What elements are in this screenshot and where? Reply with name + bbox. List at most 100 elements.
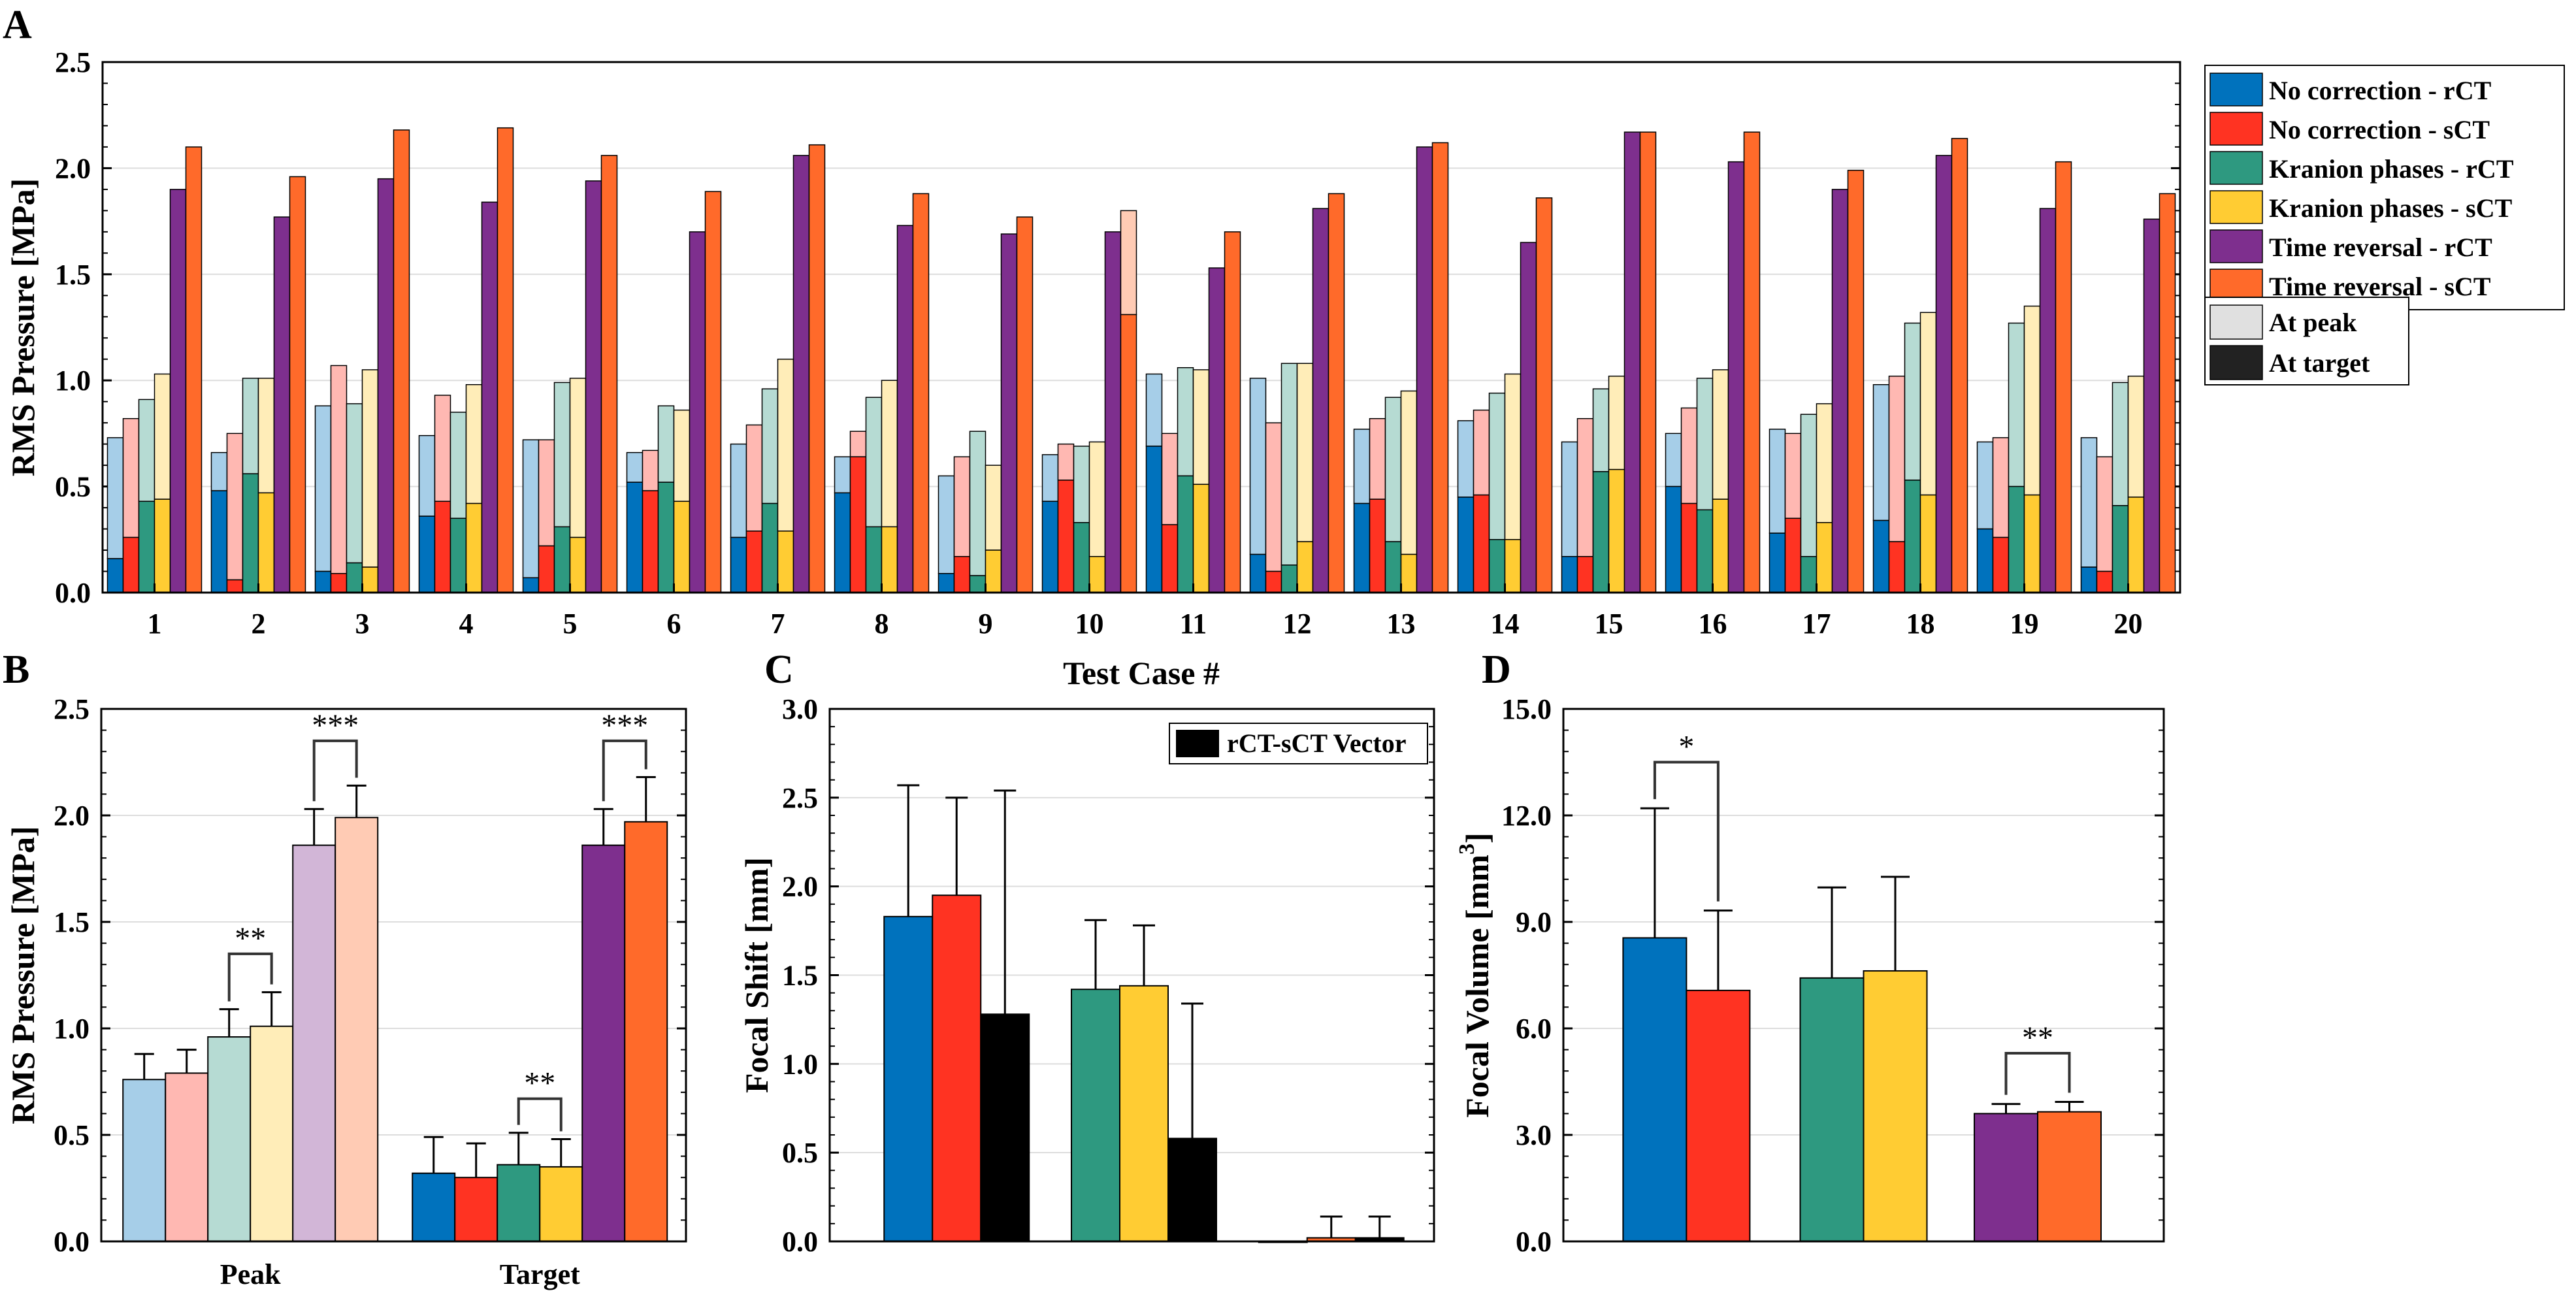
bar-target bbox=[1431, 142, 1449, 593]
bar-peak bbox=[257, 378, 275, 494]
bar-peak bbox=[761, 388, 779, 504]
bar-peak bbox=[210, 451, 228, 491]
bar-target bbox=[522, 577, 540, 593]
bar-peak bbox=[1145, 373, 1163, 447]
legend-swatch bbox=[2209, 73, 2263, 106]
x-tick-label: 5 bbox=[563, 608, 578, 640]
y-tick-label: 0.0 bbox=[782, 1226, 818, 1258]
bar-target bbox=[393, 129, 410, 593]
bar-target bbox=[600, 155, 618, 593]
bar-target bbox=[673, 500, 691, 593]
x-axis-label: Test Case # bbox=[1063, 655, 1220, 691]
x-tick-label: 17 bbox=[1802, 608, 1831, 640]
x-tick-label: 9 bbox=[979, 608, 993, 640]
significance-bracket bbox=[1653, 761, 1720, 902]
bar-target bbox=[273, 216, 291, 593]
panel-label: A bbox=[3, 3, 32, 47]
bar bbox=[207, 1036, 252, 1243]
x-tick-label: Target bbox=[500, 1258, 580, 1290]
bar-target bbox=[745, 531, 763, 593]
significance-label: ** bbox=[235, 921, 266, 956]
panel-c: C 0.0 0.5 1.0 1.5 2.0 2.5 3.0 rCT-sCT Vector Foca… bbox=[738, 647, 1435, 1258]
bar-peak bbox=[1073, 446, 1090, 523]
bar-peak bbox=[1680, 407, 1698, 504]
y-tick-label: 3.0 bbox=[1516, 1119, 1552, 1151]
bar-target bbox=[1520, 242, 1537, 593]
bar-target bbox=[626, 482, 644, 593]
bar-peak bbox=[314, 405, 332, 572]
bar-target bbox=[777, 531, 794, 593]
bar-target bbox=[642, 490, 659, 593]
bar-target bbox=[1416, 146, 1433, 593]
y-axis-label-text: RMS Pressure [MPa] bbox=[5, 826, 41, 1124]
bar-peak bbox=[1919, 312, 1937, 496]
legend-label: Time reversal - sCT bbox=[2269, 272, 2491, 301]
y-axis-label: RMS Pressure [MPa] bbox=[5, 178, 41, 476]
legend-label: Kranion phases - sCT bbox=[2269, 193, 2513, 223]
bar-target bbox=[985, 549, 1002, 593]
significance-bracket bbox=[227, 952, 273, 1002]
y-tick-label: 2.5 bbox=[782, 782, 818, 814]
bar-peak bbox=[154, 373, 171, 500]
y-axis-label-end: ] bbox=[1459, 832, 1495, 843]
y-tick-label: 0.0 bbox=[55, 577, 91, 609]
bar-target bbox=[1727, 161, 1745, 593]
bar-peak bbox=[1120, 210, 1137, 316]
legend-swatch bbox=[1176, 730, 1219, 757]
bar-target bbox=[849, 456, 867, 593]
bar-target bbox=[1057, 480, 1075, 593]
bar-peak bbox=[1457, 420, 1475, 498]
bar-peak bbox=[953, 456, 971, 557]
bar-peak bbox=[106, 437, 124, 559]
bar bbox=[883, 915, 934, 1242]
bar-peak bbox=[522, 439, 540, 579]
bar-peak bbox=[1473, 409, 1490, 496]
bar-target bbox=[1041, 500, 1059, 593]
y-axis-label-text: Focal Volume [mm bbox=[1459, 855, 1495, 1118]
bar-target bbox=[730, 536, 747, 593]
x-tick-label: 18 bbox=[1906, 608, 1935, 640]
significance-label: *** bbox=[312, 708, 359, 743]
bar-peak bbox=[985, 465, 1002, 551]
bar-target bbox=[1904, 480, 1921, 593]
bar-target bbox=[792, 155, 810, 593]
bar-peak bbox=[434, 395, 451, 502]
bar-target bbox=[1769, 532, 1786, 593]
y-axis-label: Focal Volume [mm3] bbox=[1455, 832, 1495, 1117]
bar-target bbox=[1816, 522, 1833, 593]
y-tick-label: 2.0 bbox=[54, 800, 90, 832]
bar-target bbox=[1951, 138, 1968, 593]
bar-target bbox=[1592, 471, 1610, 593]
bar-target bbox=[761, 502, 779, 593]
x-tick-label: 4 bbox=[459, 608, 474, 640]
legend-swatch bbox=[2209, 190, 2263, 224]
bar bbox=[1119, 985, 1169, 1243]
bar-target bbox=[937, 573, 955, 593]
bar bbox=[1974, 1113, 2039, 1243]
panel-a: A0.00.51.01.52.02.51 2 3 4 5 6 7 8 9 10 11 12 13 14 15… bbox=[3, 3, 2181, 691]
bar-peak bbox=[937, 475, 955, 574]
bar-peak bbox=[834, 456, 851, 494]
bar bbox=[539, 1166, 583, 1243]
bar-target bbox=[953, 556, 971, 593]
axes-frame bbox=[1562, 708, 2165, 1243]
y-tick-label: 2.5 bbox=[55, 46, 91, 78]
bar-peak bbox=[1816, 403, 1833, 523]
bar-target bbox=[538, 545, 555, 593]
bar-target bbox=[1145, 446, 1163, 593]
bar-target bbox=[1872, 519, 1890, 593]
bar-target bbox=[553, 526, 571, 593]
y-tick-label: 15.0 bbox=[1501, 693, 1552, 725]
x-tick-label: 12 bbox=[1283, 608, 1312, 640]
bar-target bbox=[1088, 556, 1106, 593]
bar-peak bbox=[1384, 397, 1402, 542]
bar-target bbox=[1535, 197, 1553, 593]
x-tick-label: 3 bbox=[355, 608, 370, 640]
legend-swatch bbox=[2209, 304, 2263, 340]
bar-peak bbox=[1280, 363, 1298, 566]
bar-peak bbox=[849, 431, 867, 457]
bar-target bbox=[242, 473, 259, 593]
bar bbox=[932, 894, 982, 1242]
panel-label: D bbox=[1482, 647, 1511, 692]
bar-peak bbox=[569, 378, 587, 538]
